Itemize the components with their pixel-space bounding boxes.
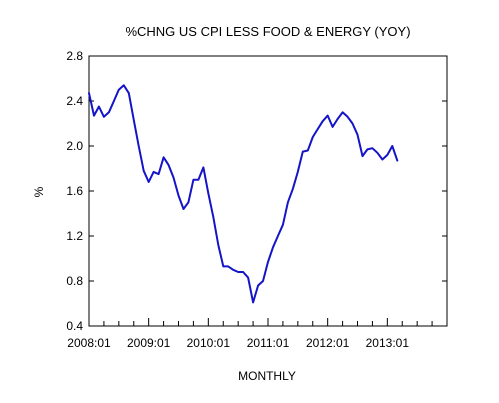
series-line xyxy=(88,84,399,304)
y-tick-label: 2.8 xyxy=(66,49,83,63)
x-tick-label: 2010:01 xyxy=(187,336,231,350)
y-tick-label: 2.0 xyxy=(66,139,83,153)
x-tick-label: 2011:01 xyxy=(247,336,290,350)
chart-title: %CHNG US CPI LESS FOOD & ENERGY (YOY) xyxy=(125,24,410,39)
y-tick-label: 0.4 xyxy=(66,319,83,333)
y-tick-label: 1.2 xyxy=(66,229,83,243)
x-tick-label: 2008:01 xyxy=(67,336,111,350)
x-tick-label: 2009:01 xyxy=(127,336,171,350)
x-tick-label: 2012:01 xyxy=(306,336,350,350)
y-tick-label: 1.6 xyxy=(66,184,83,198)
y-tick-label: 0.8 xyxy=(66,274,83,288)
y-axis-label: % xyxy=(32,186,46,197)
y-tick-label: 2.4 xyxy=(66,94,83,108)
x-axis-label: MONTHLY xyxy=(238,369,296,383)
x-tick-label: 2013:01 xyxy=(366,336,410,350)
axis-ticks: 0.4 0.8 1.2 1.6 2.0 2.4 2.8 2008:01 2009:01 2010:… xyxy=(66,49,448,350)
plot-frame xyxy=(88,55,448,327)
